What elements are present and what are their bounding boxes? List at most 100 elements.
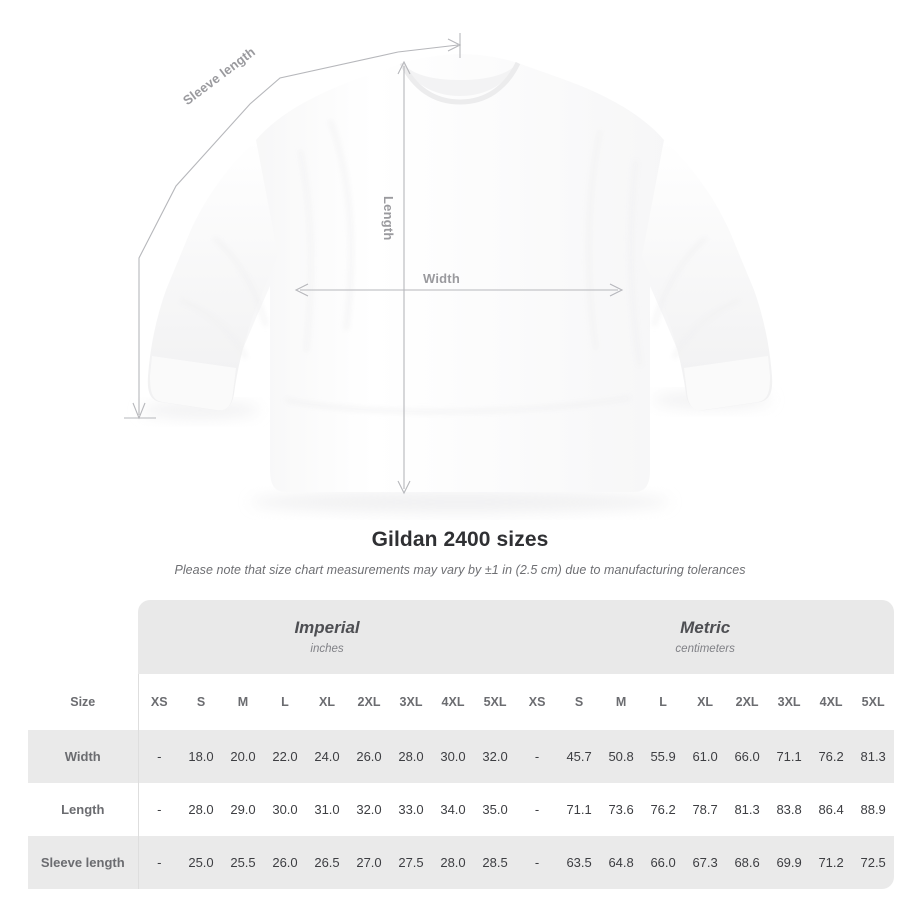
unit-banner-spacer bbox=[28, 600, 138, 674]
size-header-imperial-8: 5XL bbox=[474, 674, 517, 730]
cell-length-imperial-M: 29.0 bbox=[230, 802, 256, 817]
size-header-metric-8: 5XL bbox=[852, 674, 895, 730]
cell-width-imperial-4XL: 30.0 bbox=[432, 730, 474, 783]
size-header-imperial-0: XS bbox=[138, 674, 180, 730]
cell-sleeve-length-imperial-3XL: 27.5 bbox=[390, 836, 432, 889]
unit-header-metric: Metric centimeters bbox=[516, 600, 895, 674]
sleeve-length-dimension-line bbox=[124, 33, 462, 420]
cell-length-imperial-3XL: 33.0 bbox=[398, 802, 424, 817]
cell-width-metric-XS: - bbox=[516, 730, 559, 783]
table-row: Length - 28.0 29.0 30.0 31.0 32.0 33.0 34.0 35.0 -… bbox=[28, 783, 894, 836]
cell-length-metric-3XL: 83.8 bbox=[776, 802, 802, 817]
unit-header-imperial: Imperial inches bbox=[138, 600, 517, 674]
cell-length-metric-5XL: 88.9 bbox=[860, 802, 886, 817]
size-header-imperial-7: 4XL bbox=[432, 674, 474, 730]
cell-sleeve-length-metric-S: 63.5 bbox=[558, 836, 601, 889]
cell-length-imperial-XS: - bbox=[157, 802, 162, 817]
size-header-metric-0: XS bbox=[516, 674, 559, 730]
page-title: Gildan 2400 sizes bbox=[371, 528, 549, 551]
cell-width-imperial-2XL: 26.0 bbox=[348, 730, 390, 783]
cell-length-imperial-5XL: 35.0 bbox=[482, 802, 508, 817]
tolerance-note: Please note that size chart measurements… bbox=[174, 563, 746, 577]
cell-sleeve-length-imperial-5XL: 28.5 bbox=[474, 836, 517, 889]
cell-sleeve-length-metric-L: 66.0 bbox=[642, 836, 685, 889]
size-table-container: Imperial inches Metric centimeters Size XS S M L… bbox=[28, 600, 895, 889]
size-header-imperial-4: XL bbox=[306, 674, 348, 730]
cell-length-metric-XS: - bbox=[534, 802, 540, 817]
cell-sleeve-length-metric-XL: 67.3 bbox=[684, 836, 727, 889]
row-label-0: Width bbox=[28, 730, 139, 783]
cell-width-metric-M: 50.8 bbox=[600, 730, 643, 783]
size-header-row: Size XS S M L XL 2XL 3XL 4XL 5XL XS S M L XL 2XL 3XL 4XL 5… bbox=[28, 674, 895, 730]
measurement-lines bbox=[124, 33, 624, 495]
cell-sleeve-length-imperial-M: 25.5 bbox=[222, 836, 264, 889]
size-header-imperial-5: 2XL bbox=[348, 674, 390, 730]
size-header-imperial-1: S bbox=[180, 674, 222, 730]
cell-width-imperial-XL: 24.0 bbox=[306, 730, 348, 783]
cell-width-imperial-S: 18.0 bbox=[180, 730, 222, 783]
cell-sleeve-length-metric-M: 64.8 bbox=[600, 836, 643, 889]
cell-length-metric-2XL: 81.3 bbox=[734, 802, 760, 817]
garment-illustration: Length Width Sleeve length bbox=[124, 33, 773, 513]
row-label-2: Sleeve length bbox=[28, 836, 139, 889]
cell-width-metric-5XL: 81.3 bbox=[852, 730, 895, 783]
size-header-imperial-6: 3XL bbox=[390, 674, 432, 730]
garment-body bbox=[147, 54, 773, 492]
size-header-metric-7: 4XL bbox=[810, 674, 853, 730]
size-header-metric-5: 2XL bbox=[726, 674, 769, 730]
cell-width-metric-4XL: 76.2 bbox=[810, 730, 853, 783]
cell-length-imperial-S: 28.0 bbox=[188, 802, 214, 817]
cell-width-imperial-M: 20.0 bbox=[222, 730, 264, 783]
cell-sleeve-length-metric-2XL: 68.6 bbox=[726, 836, 769, 889]
size-header-metric-3: L bbox=[642, 674, 685, 730]
cell-sleeve-length-metric-4XL: 71.2 bbox=[810, 836, 853, 889]
cell-sleeve-length-metric-3XL: 69.9 bbox=[768, 836, 811, 889]
unit-name-imperial: Imperial bbox=[294, 618, 360, 638]
cell-length-metric-S: 71.1 bbox=[566, 802, 592, 817]
tshirt-drawing bbox=[124, 33, 773, 513]
length-label: Length bbox=[381, 196, 396, 241]
cell-sleeve-length-imperial-4XL: 28.0 bbox=[432, 836, 474, 889]
fabric-creases bbox=[179, 119, 741, 414]
cell-sleeve-length-imperial-XS: - bbox=[138, 836, 180, 889]
size-header-metric-4: XL bbox=[684, 674, 727, 730]
cell-sleeve-length-metric-XS: - bbox=[516, 836, 559, 889]
length-dimension-line bbox=[397, 60, 411, 495]
cell-length-metric-4XL: 86.4 bbox=[818, 802, 844, 817]
cell-width-imperial-5XL: 32.0 bbox=[474, 730, 517, 783]
cell-sleeve-length-imperial-2XL: 27.0 bbox=[348, 836, 390, 889]
cell-sleeve-length-imperial-XL: 26.5 bbox=[306, 836, 348, 889]
chart-heading: Gildan 2400 sizes Please note that size … bbox=[0, 528, 920, 577]
table-row: Width -18.0 20.0 22.0 24.0 26.0 28.0 30.0 32.0-4… bbox=[28, 730, 895, 783]
cell-width-metric-2XL: 66.0 bbox=[726, 730, 769, 783]
cell-width-imperial-XS: - bbox=[138, 730, 180, 783]
size-header-label: Size bbox=[28, 674, 139, 730]
cell-sleeve-length-imperial-S: 25.0 bbox=[180, 836, 222, 889]
cell-length-imperial-2XL: 32.0 bbox=[356, 802, 382, 817]
cell-length-imperial-4XL: 34.0 bbox=[440, 802, 466, 817]
cell-sleeve-length-imperial-L: 26.0 bbox=[264, 836, 306, 889]
unit-sub-metric: centimeters bbox=[675, 642, 735, 655]
size-header-metric-1: S bbox=[558, 674, 601, 730]
unit-sub-imperial: inches bbox=[310, 642, 344, 655]
size-header-imperial-2: M bbox=[222, 674, 264, 730]
size-header-imperial-3: L bbox=[264, 674, 306, 730]
cell-length-metric-XL: 78.7 bbox=[692, 802, 718, 817]
unit-name-metric: Metric bbox=[680, 618, 731, 638]
cell-length-metric-L: 76.2 bbox=[650, 802, 676, 817]
cell-width-metric-S: 45.7 bbox=[558, 730, 601, 783]
cell-length-imperial-L: 30.0 bbox=[272, 802, 298, 817]
width-label: Width bbox=[423, 271, 460, 286]
cell-length-imperial-XL: 31.0 bbox=[314, 802, 340, 817]
size-header-metric-6: 3XL bbox=[768, 674, 811, 730]
cell-width-imperial-3XL: 28.0 bbox=[390, 730, 432, 783]
cell-width-imperial-L: 22.0 bbox=[264, 730, 306, 783]
table-row: Sleeve length -25.0 25.5 26.0 26.5 27.0 27.5 28… bbox=[28, 836, 895, 889]
cell-length-metric-M: 73.6 bbox=[608, 802, 634, 817]
cell-sleeve-length-metric-5XL: 72.5 bbox=[852, 836, 895, 889]
row-label-1: Length bbox=[28, 783, 139, 836]
cell-width-metric-3XL: 71.1 bbox=[768, 730, 811, 783]
cell-width-metric-XL: 61.0 bbox=[684, 730, 727, 783]
cell-width-metric-L: 55.9 bbox=[642, 730, 685, 783]
